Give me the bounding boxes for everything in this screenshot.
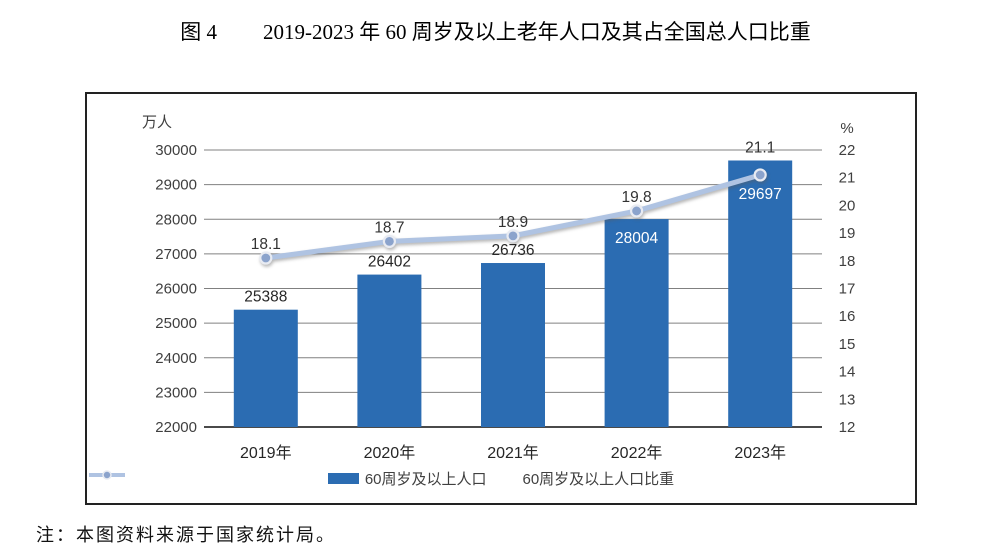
legend-item-ratio: 60周岁及以上人口比重 <box>89 468 675 489</box>
bar-value-label: 26402 <box>368 254 411 271</box>
line-marker <box>506 229 520 243</box>
y-tick-label-right: 22 <box>839 142 856 159</box>
x-tick-label: 2019年 <box>240 444 292 462</box>
y-tick-label-left: 23000 <box>155 384 197 401</box>
bar-value-label: 25388 <box>244 289 287 306</box>
y-tick-label-right: 21 <box>839 170 856 187</box>
line-series <box>259 168 767 265</box>
bar-value-label: 29697 <box>739 186 782 203</box>
x-tick-label: 2020年 <box>364 444 416 462</box>
line-value-label: 19.8 <box>622 189 652 206</box>
right-axis-unit-label: % <box>840 120 853 137</box>
chart-title: 图 4 2019-2023 年 60 周岁及以上老年人口及其占全国总人口比重 <box>0 16 991 46</box>
bar <box>481 263 545 427</box>
y-tick-label-left: 25000 <box>155 315 197 332</box>
y-tick-label-right: 14 <box>839 364 856 381</box>
population-combo-chart: 30000 29000 28000 27000 26000 25000 24000 23000… <box>142 114 856 462</box>
figure-title-text: 2019-2023 年 60 周岁及以上老年人口及其占全国总人口比重 <box>263 20 811 44</box>
line-value-label: 18.9 <box>498 214 528 231</box>
legend-line-marker-icon <box>89 470 125 480</box>
figure-number-label: 图 4 <box>180 20 217 44</box>
y-tick-label-right: 18 <box>839 253 856 270</box>
y-tick-label-right: 19 <box>839 225 856 242</box>
y-tick-label-right: 15 <box>839 336 856 353</box>
y-tick-label-left: 30000 <box>155 142 197 159</box>
line-value-label: 21.1 <box>745 139 775 156</box>
line-marker <box>629 204 644 218</box>
legend-label-ratio: 60周岁及以上人口比重 <box>522 471 675 488</box>
legend-label-population: 60周岁及以上人口 <box>364 471 487 488</box>
y-tick-label-right: 16 <box>839 308 856 325</box>
y-tick-label-left: 29000 <box>155 177 197 194</box>
y-tick-label-right: 17 <box>839 281 856 298</box>
y-tick-label-right: 12 <box>839 419 856 436</box>
legend-bar-swatch-icon <box>327 473 359 484</box>
y-tick-label-left: 22000 <box>155 419 197 436</box>
legend-item-population: 60周岁及以上人口 <box>327 468 487 489</box>
line-marker <box>259 251 273 265</box>
line-marker <box>382 234 396 249</box>
chart-frame: 30000 29000 28000 27000 26000 25000 24000 23000… <box>85 92 917 505</box>
bar-value-label: 28004 <box>615 230 658 247</box>
line-marker <box>753 168 767 182</box>
x-tick-label: 2023年 <box>734 444 786 462</box>
line-value-label: 18.7 <box>374 219 404 236</box>
bar <box>357 274 422 427</box>
y-tick-label-right: 20 <box>839 197 856 214</box>
bar <box>604 219 669 427</box>
y-tick-label-right: 13 <box>839 391 856 408</box>
x-tick-label: 2021年 <box>487 444 539 462</box>
y-tick-label-left: 26000 <box>155 281 197 298</box>
y-tick-label-left: 28000 <box>155 211 197 228</box>
chart-legend: 60周岁及以上人口 60周岁及以上人口比重 <box>87 468 915 489</box>
bar <box>233 309 298 427</box>
y-tick-label-left: 27000 <box>155 246 197 263</box>
legend-line-dot <box>102 470 112 480</box>
left-axis-unit-label: 万人 <box>142 114 172 131</box>
y-tick-label-left: 24000 <box>155 350 197 367</box>
x-tick-label: 2022年 <box>611 444 663 462</box>
bar-value-label: 26736 <box>491 242 534 259</box>
line-value-label: 18.1 <box>251 236 281 253</box>
bar <box>728 160 793 427</box>
source-note: 注：本图资料来源于国家统计局。 <box>36 525 336 545</box>
